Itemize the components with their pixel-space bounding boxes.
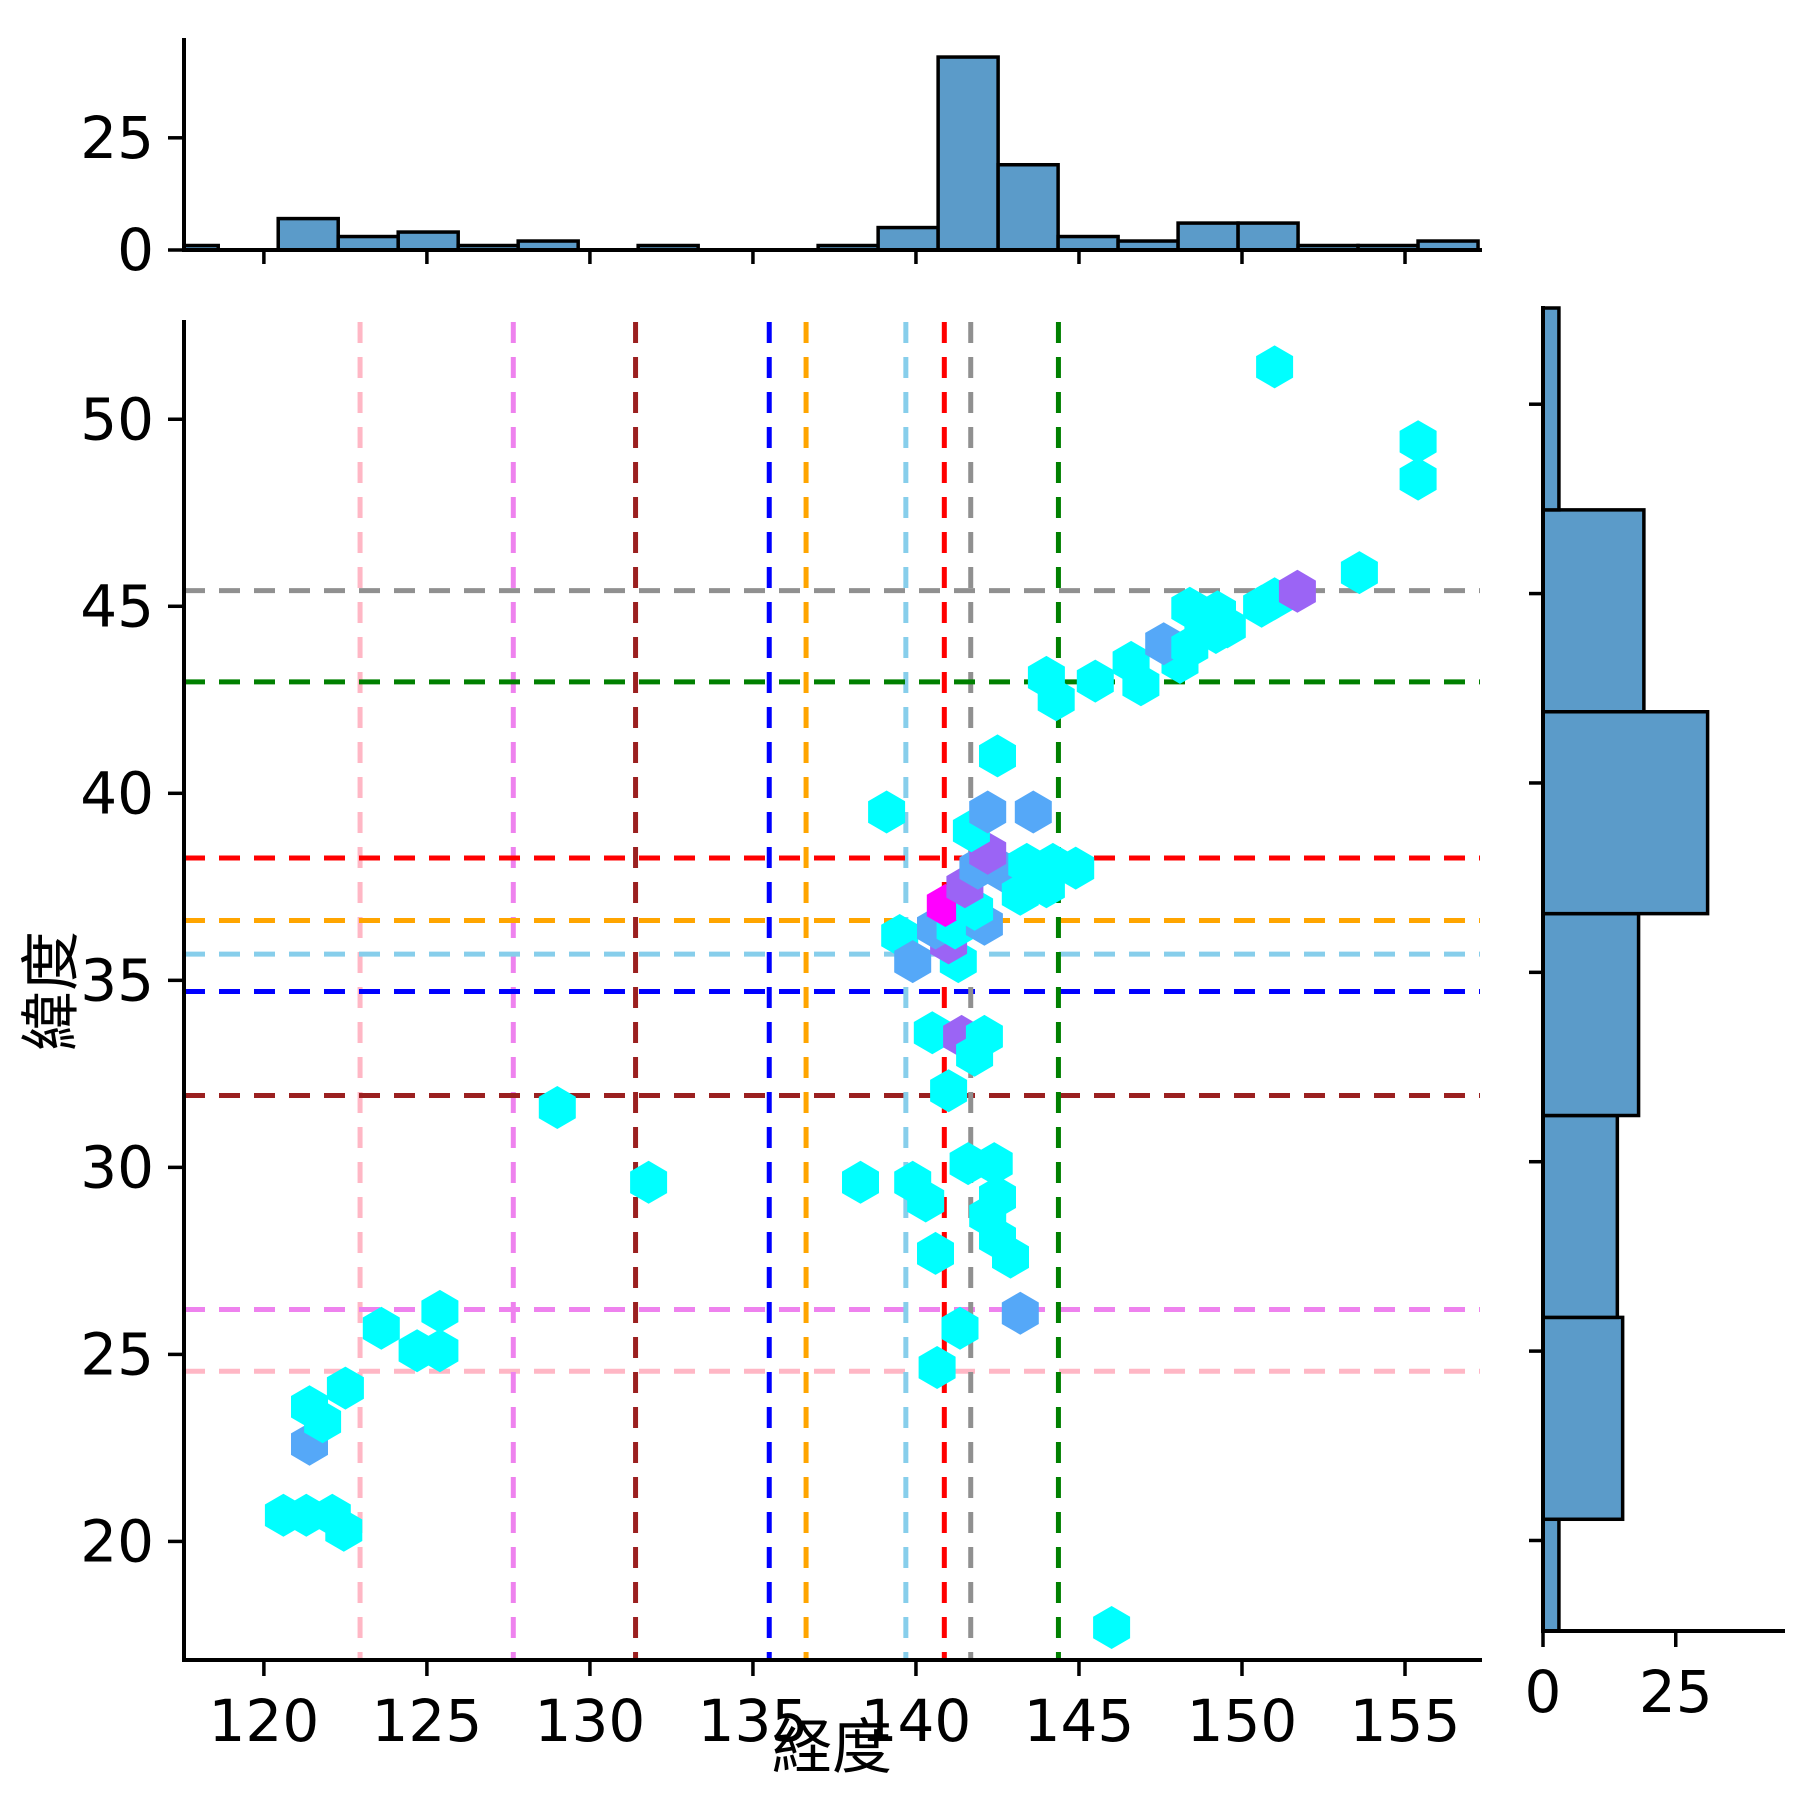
right-histogram bbox=[1541, 306, 1710, 1633]
y-tick-label: 20 bbox=[80, 1507, 154, 1575]
hexbin-cell bbox=[1001, 872, 1039, 916]
x-tick-label: 155 bbox=[1350, 1687, 1461, 1755]
y-tick-label: 25 bbox=[80, 1320, 154, 1388]
right-hist-x-tick-label: 0 bbox=[1525, 1658, 1562, 1726]
top-hist-y-tick-label: 25 bbox=[80, 104, 154, 172]
y-tick-label: 35 bbox=[80, 946, 154, 1014]
top-hist-bar bbox=[1056, 234, 1120, 252]
hexbin-cell bbox=[421, 1289, 459, 1333]
x-tick-label: 130 bbox=[535, 1687, 646, 1755]
right-hist-bar bbox=[1541, 911, 1641, 1118]
top-hist-bar bbox=[876, 225, 940, 252]
x-tick-label: 145 bbox=[1024, 1687, 1135, 1755]
right-hist-bar bbox=[1541, 1517, 1561, 1633]
hexbin-cell bbox=[325, 1508, 363, 1552]
axes-ticks: 120 125 130 135 140 145 150 155 20 25 30 35 40 45 50 0 2… bbox=[17, 104, 1713, 1783]
hexbin-cell bbox=[992, 1235, 1029, 1279]
hexbin-cell bbox=[1112, 640, 1150, 684]
hexbin-cell bbox=[1399, 457, 1437, 501]
top-hist-bar bbox=[1176, 221, 1240, 252]
hexbin-cell bbox=[421, 1329, 459, 1373]
hexbin-cell bbox=[1093, 1606, 1131, 1649]
hexbin-cell bbox=[291, 1385, 328, 1429]
hexbin-cell bbox=[1057, 846, 1095, 890]
hexbin-cell bbox=[918, 1346, 956, 1389]
x-tick-label: 135 bbox=[698, 1687, 809, 1755]
hexbin-cell bbox=[630, 1160, 668, 1204]
right-hist-bar bbox=[1541, 1315, 1625, 1522]
y-tick-label: 30 bbox=[80, 1133, 154, 1201]
hexbin-cell bbox=[917, 1231, 954, 1275]
hexbin-cell bbox=[362, 1306, 400, 1350]
right-hist-bar bbox=[1541, 1113, 1620, 1320]
axes-spines bbox=[182, 38, 1785, 1662]
x-tick-label: 150 bbox=[1187, 1687, 1298, 1755]
hexbin-layer bbox=[264, 345, 1437, 1649]
x-tick-label: 125 bbox=[372, 1687, 483, 1755]
x-tick-label: 120 bbox=[209, 1687, 320, 1755]
y-axis-label: 緯度 bbox=[17, 931, 87, 1051]
hexbin-cell bbox=[1037, 678, 1075, 722]
right-hist-bar bbox=[1541, 508, 1646, 714]
hexbin-cell bbox=[941, 1306, 979, 1350]
top-hist-bar bbox=[336, 234, 400, 252]
y-tick-label: 40 bbox=[80, 759, 154, 827]
top-hist-bar bbox=[1236, 221, 1300, 252]
right-hist-bar bbox=[1541, 306, 1561, 512]
top-hist-y-tick-label: 0 bbox=[117, 216, 154, 284]
hexbin-cell bbox=[1256, 345, 1294, 389]
x-tick-label: 140 bbox=[861, 1687, 972, 1755]
x-axis-label: 経度 bbox=[772, 1713, 892, 1783]
hexbin-cell bbox=[842, 1160, 879, 1204]
hexbin-cell bbox=[894, 940, 932, 984]
hexbin-cell bbox=[1278, 569, 1316, 613]
hexbin-cell bbox=[913, 1011, 951, 1055]
hexbin-cell bbox=[1340, 551, 1378, 595]
right-hist-bar bbox=[1541, 710, 1710, 916]
hexbin-cell bbox=[907, 1179, 945, 1223]
top-hist-bar bbox=[276, 216, 340, 252]
top-hist-bar bbox=[396, 230, 460, 252]
y-tick-label: 45 bbox=[80, 572, 154, 640]
hexbin-cell bbox=[979, 734, 1016, 778]
hexbin-cell bbox=[868, 790, 906, 834]
reference-lines bbox=[184, 322, 1480, 1660]
hexbin-cell bbox=[326, 1366, 364, 1410]
hexbin-cell bbox=[538, 1086, 576, 1129]
y-tick-label: 50 bbox=[80, 385, 154, 453]
top-hist-bar bbox=[936, 55, 1000, 252]
hexbin-cell bbox=[1399, 420, 1437, 464]
right-hist-x-tick-label: 25 bbox=[1639, 1658, 1713, 1726]
hexbin-cell bbox=[1001, 1291, 1039, 1335]
hexbin-cell bbox=[1208, 605, 1246, 649]
hexbin-cell bbox=[930, 1069, 968, 1113]
hexbin-cell bbox=[1014, 790, 1052, 834]
hexbin-cell bbox=[975, 1142, 1013, 1186]
hexbin-cell bbox=[956, 1033, 994, 1077]
top-hist-bar bbox=[996, 162, 1060, 252]
hexbin-cell bbox=[969, 790, 1007, 834]
hexbin-cell bbox=[1076, 659, 1114, 703]
